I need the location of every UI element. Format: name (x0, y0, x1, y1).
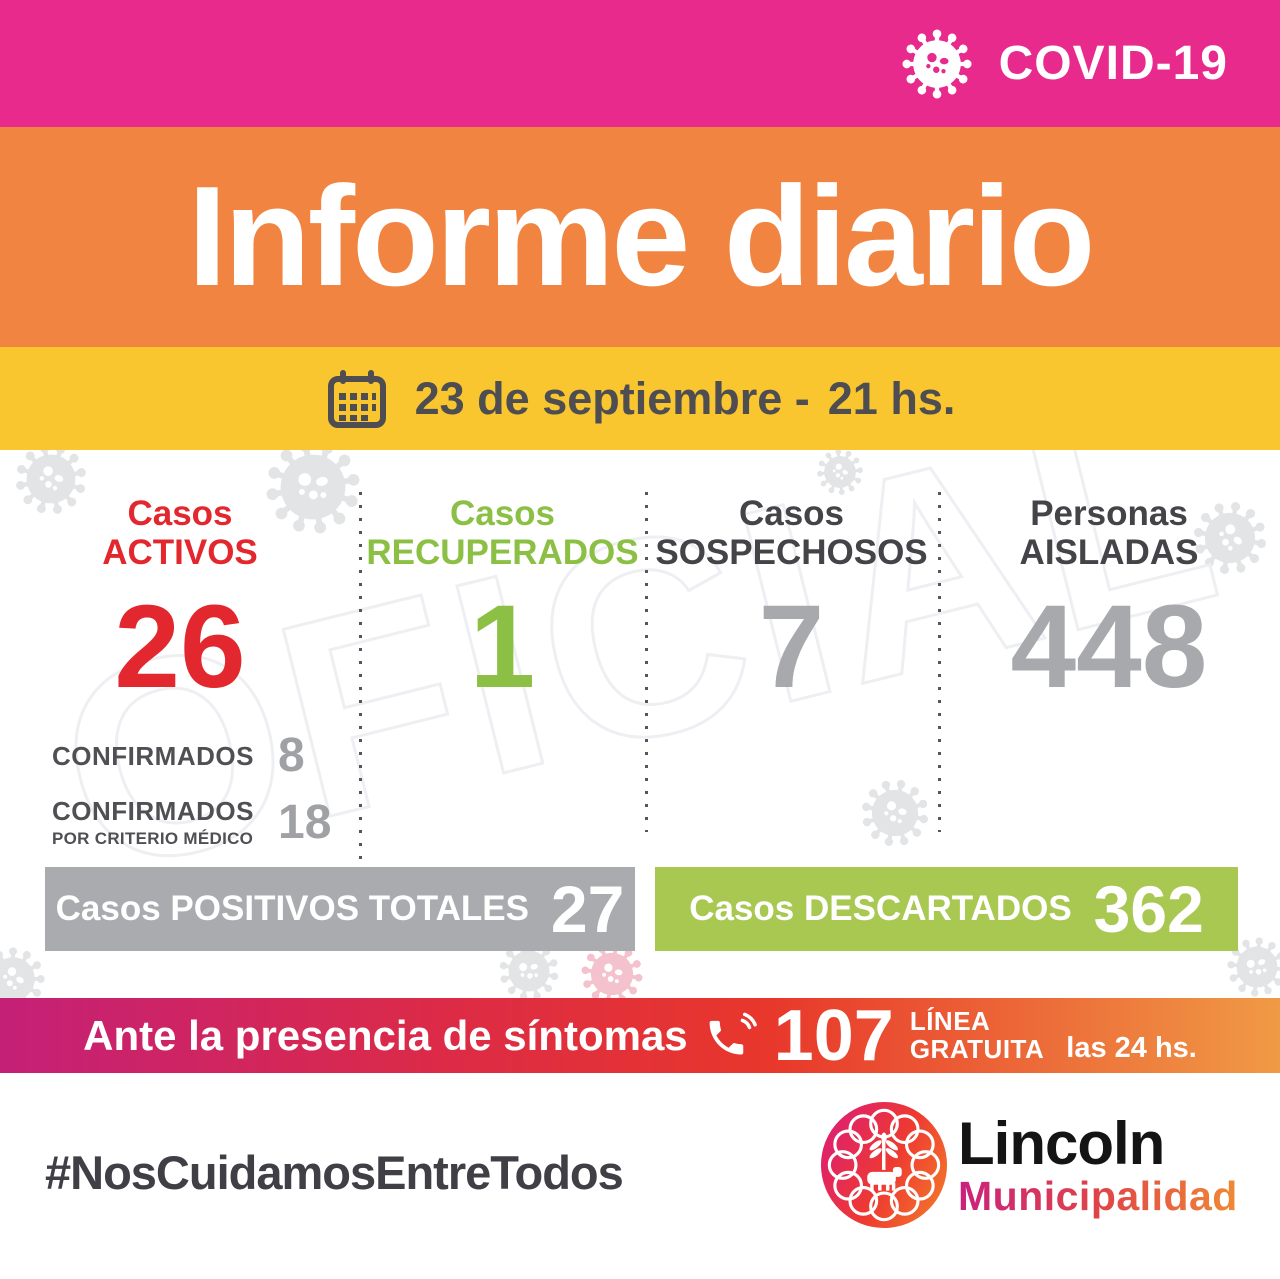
breakdown-value: 18 (278, 795, 332, 849)
date-band: 23 de septiembre -21 hs. (0, 347, 1280, 450)
stat-personas-aisladas: Personas AISLADAS 448 (938, 494, 1280, 706)
hotline-message: Ante la presencia de síntomas (83, 1011, 688, 1059)
phone-icon (709, 1012, 757, 1054)
hotline-hours: las 24 hs. (1066, 1032, 1197, 1064)
stat-label: Casos (738, 494, 845, 533)
total-label: Casos POSITIVOS TOTALES (55, 889, 529, 928)
total-value: 27 (550, 872, 625, 946)
stat-label: Personas (1030, 494, 1188, 533)
total-positivos-bar: Casos POSITIVOS TOTALES 27 (45, 867, 635, 951)
total-value: 362 (1093, 872, 1204, 946)
stat-label: RECUPERADOS (366, 533, 639, 573)
footer: #NosCuidamosEntreTodos (0, 1073, 1280, 1279)
virus-icon (902, 28, 972, 99)
hotline-line-type: LÍNEA GRATUITA (909, 1006, 1045, 1064)
stat-value: 7 (758, 581, 825, 714)
stat-label: SOSPECHOSOS (655, 533, 928, 573)
title-band: Informe diario (0, 127, 1280, 347)
stat-casos-recuperados: Casos RECUPERADOS 1 (360, 494, 645, 706)
stat-label: ACTIVOS (102, 533, 258, 573)
report-date: 23 de septiembre -21 hs. (414, 372, 956, 424)
stat-casos-activos: Casos ACTIVOS 26 (0, 494, 360, 706)
column-divider (645, 492, 648, 832)
confirmed-breakdown: CONFIRMADOS 8 CONFIRMADOS POR CRITERIO M… (52, 732, 344, 849)
stats-panel: OFICIAL Casos ACTIVOS 26 Casos RECUPERAD… (0, 345, 1280, 1025)
breakdown-label: CONFIRMADOS (52, 796, 254, 826)
total-descartados-bar: Casos DESCARTADOS 362 (655, 867, 1238, 951)
covid-label: COVID-19 (998, 37, 1228, 90)
stat-label: AISLADAS (1019, 533, 1199, 573)
lincoln-seal-icon (820, 1101, 948, 1229)
breakdown-row-confirmados: CONFIRMADOS 8 (52, 732, 344, 780)
hotline-number: 107 (773, 995, 894, 1076)
page-title: Informe diario (187, 157, 1096, 316)
total-label: Casos DESCARTADOS (689, 889, 1072, 928)
stat-label: Casos (127, 494, 233, 533)
breakdown-row-criterio-medico: CONFIRMADOS POR CRITERIO MÉDICO 18 (52, 796, 344, 849)
stat-value: 448 (1010, 581, 1208, 714)
breakdown-value: 8 (278, 729, 305, 782)
report-time: 21 hs. (827, 372, 956, 424)
column-divider (938, 492, 941, 832)
virus-decoration-icon (853, 771, 936, 854)
breakdown-label: CONFIRMADOS (52, 740, 254, 771)
org-subtitle: Municipalidad (958, 1173, 1238, 1219)
stat-casos-sospechosos: Casos SOSPECHOSOS 7 (645, 494, 938, 706)
campaign-hashtag: #NosCuidamosEntreTodos (45, 1146, 624, 1199)
stat-value: 1 (469, 581, 536, 714)
hotline-bar: Ante la presencia de síntomas 107 LÍNEA … (0, 998, 1280, 1073)
stat-label: Casos (449, 494, 556, 533)
org-name: Lincoln (958, 1110, 1165, 1177)
column-divider (359, 492, 362, 864)
stat-value: 26 (114, 581, 246, 714)
covid-header: COVID-19 (0, 0, 1280, 127)
calendar-icon (327, 369, 386, 428)
breakdown-sublabel: POR CRITERIO MÉDICO (52, 829, 254, 848)
